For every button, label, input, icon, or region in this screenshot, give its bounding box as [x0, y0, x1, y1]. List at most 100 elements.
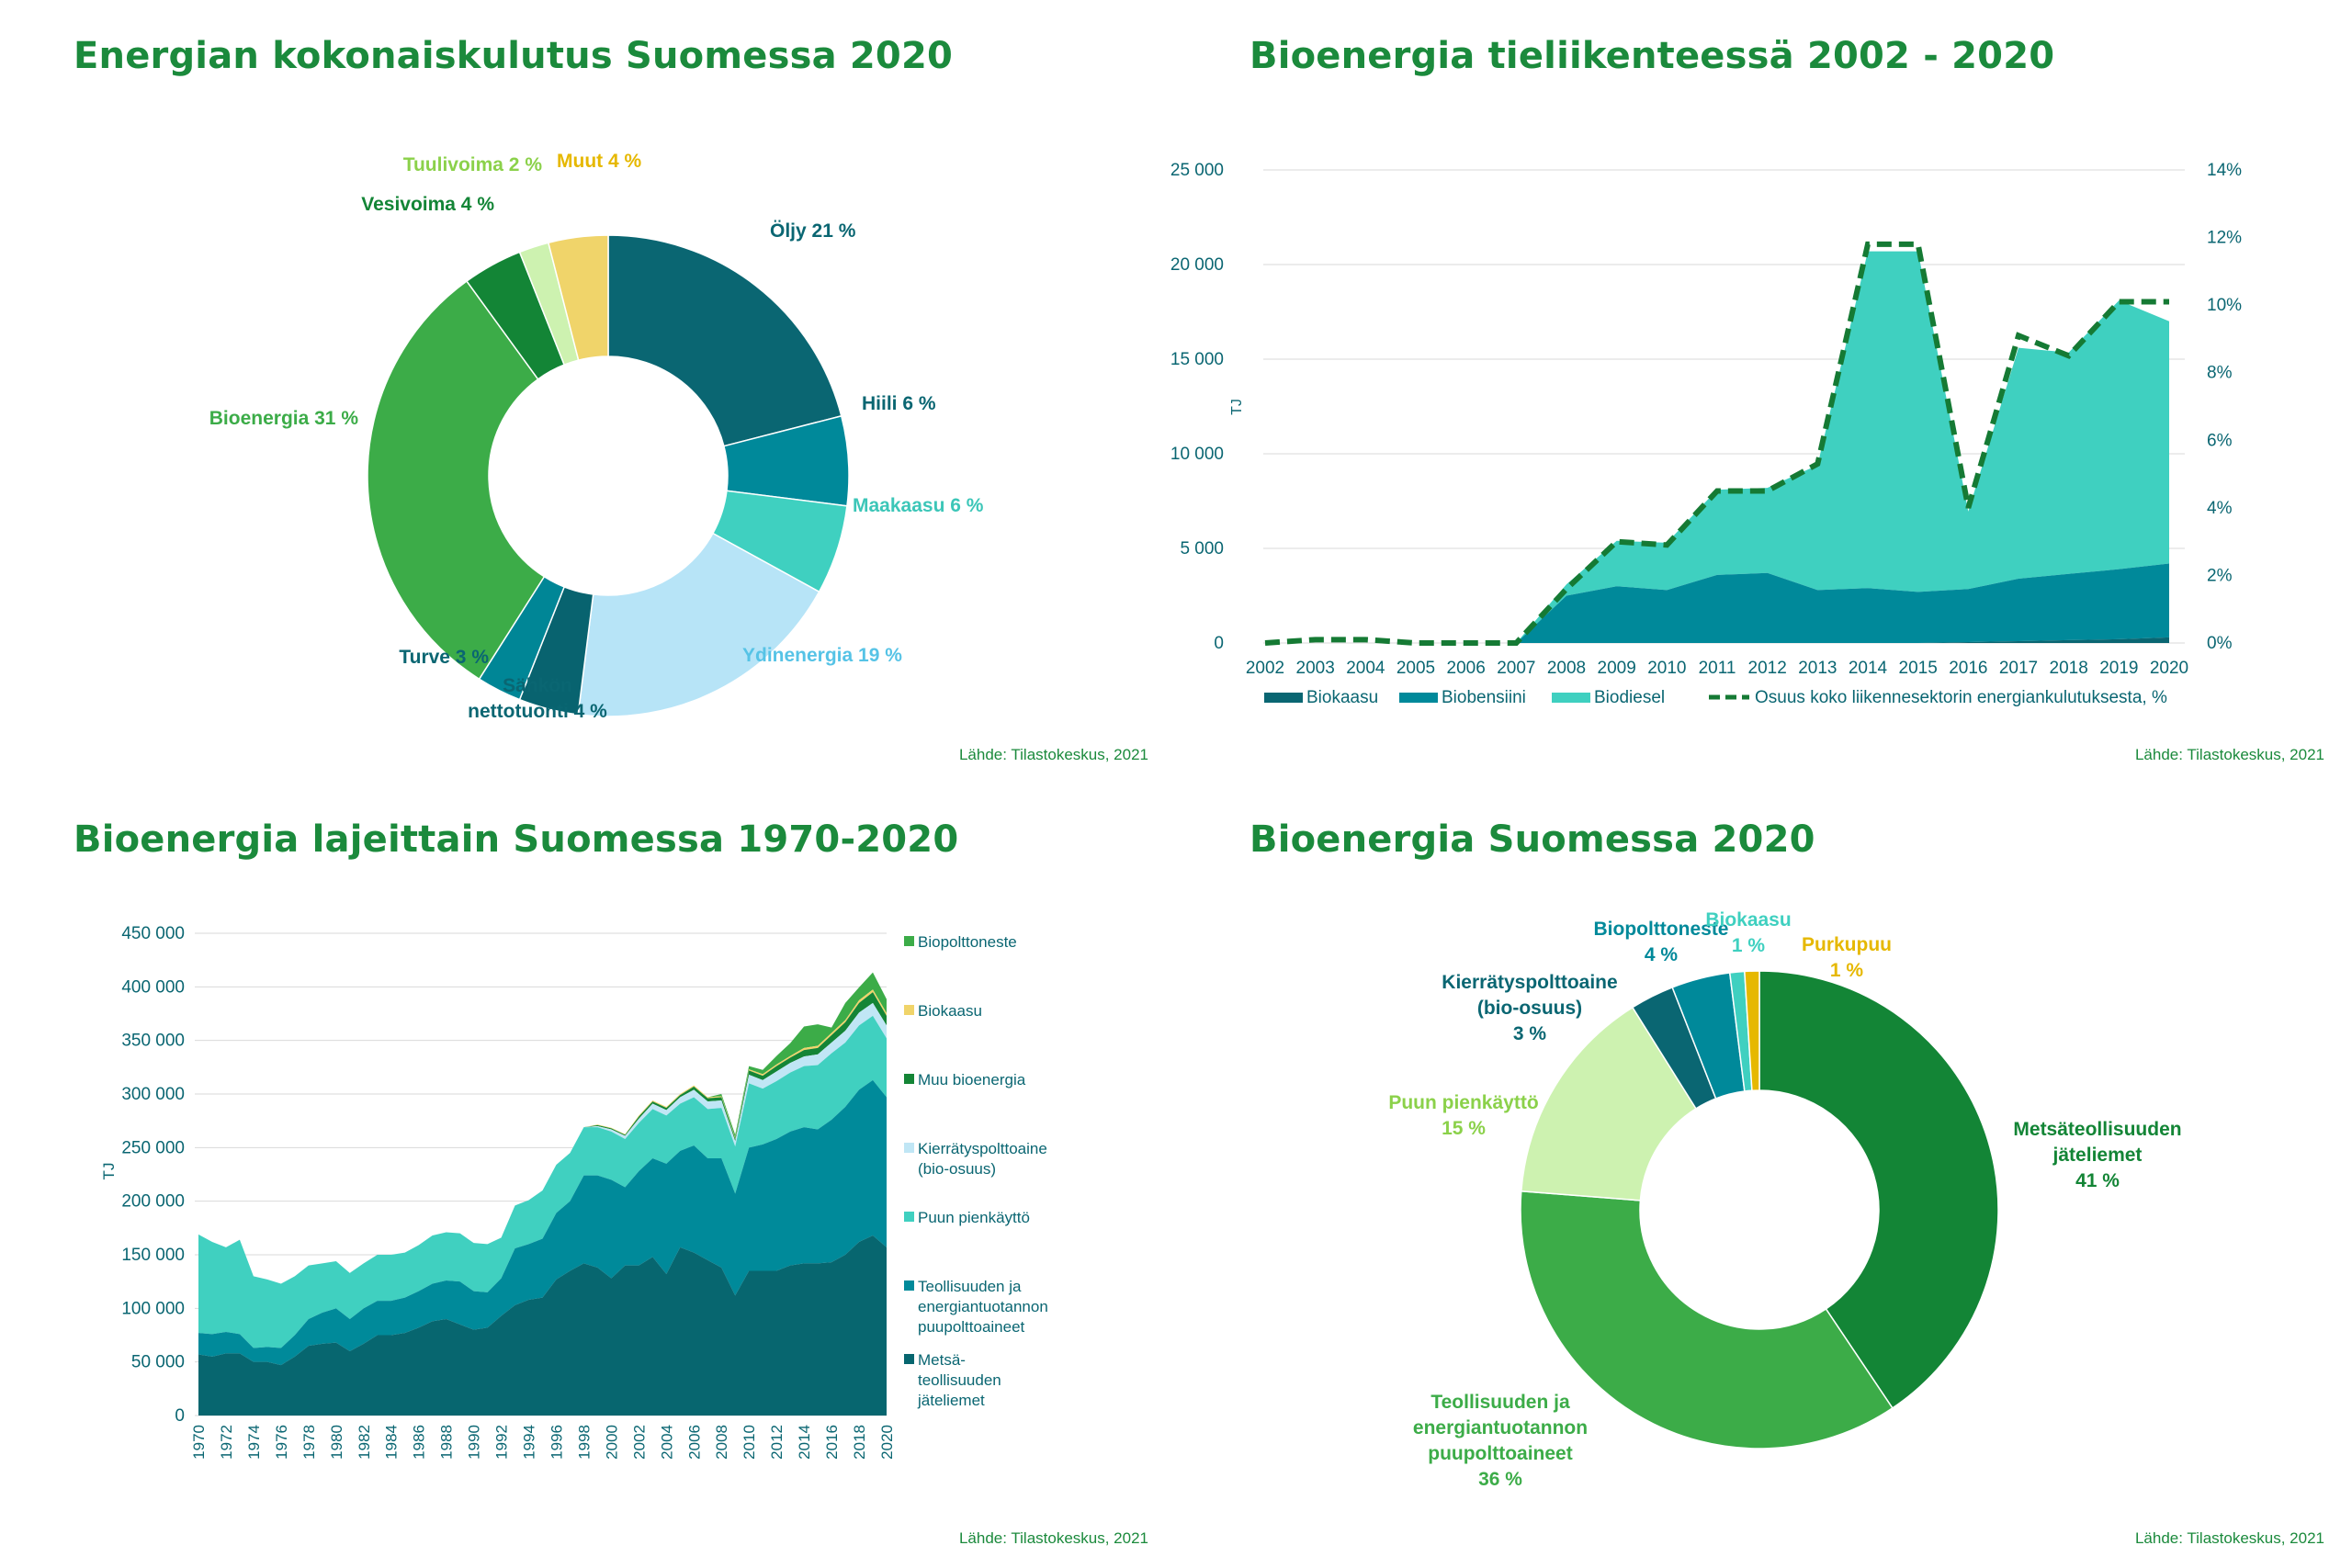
x-tick-label: 2013	[1798, 659, 1837, 678]
x-tick-label: 2020	[2150, 659, 2188, 678]
slice-label: Sähkön nettotuonti 4 %	[468, 675, 607, 722]
x-tick-label: 2020	[878, 1425, 896, 1460]
donut-slice	[1520, 1190, 1894, 1450]
y2-tick-label: 8%	[2207, 364, 2233, 383]
donut-slice	[1758, 970, 1999, 1409]
y2-tick-label: 2%	[2207, 566, 2233, 585]
slice-label: Turve 3 %	[399, 647, 489, 668]
legend-swatch	[904, 1212, 914, 1222]
donut-chart-total-energy: Öljy 21 % Hiili 6 % Maakaasu 6 % Ydinenergi…	[209, 151, 984, 722]
panel-road-transport: Bioenergia tieliikenteessä 2002 - 2020 0…	[1170, 0, 2352, 784]
slice-label: Purkupuu 1 %	[1802, 934, 1892, 981]
y2-tick-label: 10%	[2207, 296, 2242, 315]
y2-tick-label: 12%	[2207, 229, 2242, 248]
legend-swatch	[904, 1143, 914, 1153]
slice-label: Vesivoima 4 %	[361, 194, 494, 215]
x-tick-label: 2008	[1547, 659, 1586, 678]
x-tick-label: 2014	[796, 1425, 813, 1460]
x-tick-label: 2016	[1949, 659, 1987, 678]
slice-label: Puun pienkäyttö 15 %	[1388, 1092, 1538, 1139]
donut-slice	[577, 532, 820, 717]
area-series	[198, 1015, 887, 1348]
x-tick-label: 2012	[1748, 659, 1787, 678]
y-tick-label: 0	[175, 1406, 185, 1426]
x-tick-label: 2015	[1899, 659, 1938, 678]
x-tick-label: 1976	[273, 1425, 290, 1460]
legend-label: Osuus koko liikennesektorin energiankulu…	[1755, 688, 2167, 707]
legend-label: Metsä-teollisuuden jäteliemet	[917, 1351, 1001, 1409]
legend-label: Biopolttoneste	[918, 933, 1017, 951]
y-tick-label: 5 000	[1180, 539, 1224, 558]
y-tick-label: 450 000	[121, 924, 185, 943]
slice-label: Hiili 6 %	[862, 393, 936, 414]
area-chart-road-transport: 0 5 000 10 000 15 000 20 000 25 000 0% 2% 4% 6% 8%…	[1170, 161, 2242, 707]
donut-slice	[1520, 1006, 1697, 1201]
chart-title: Bioenergia lajeittain Suomessa 1970-2020	[74, 818, 959, 861]
slice-label: Bioenergia 31 %	[209, 408, 359, 429]
y-tick-label: 50 000	[131, 1353, 185, 1372]
chart-title: Bioenergia tieliikenteessä 2002 - 2020	[1250, 35, 2055, 77]
legend-swatch	[904, 1005, 914, 1015]
y-tick-label: 400 000	[121, 977, 185, 997]
x-tick-label: 2012	[768, 1425, 786, 1460]
legend-label: Teollisuuden ja energiantuotannon puupoltt…	[918, 1278, 1048, 1336]
y-tick-label: 25 000	[1170, 161, 1224, 180]
y-tick-label: 300 000	[121, 1085, 185, 1104]
donut-slice	[367, 279, 546, 681]
x-tick-label: 2002	[630, 1425, 648, 1460]
x-tick-label: 2010	[741, 1425, 758, 1460]
area-chart-bioenergy-by-type: 0 50 000 100 000 150 000 200 000 250 000 300 0…	[100, 924, 1048, 1460]
x-tick-label: 1974	[245, 1425, 263, 1460]
legend-swatch	[904, 1074, 914, 1084]
x-tick-label: 2000	[603, 1425, 620, 1460]
x-tick-label: 2005	[1396, 659, 1435, 678]
y-tick-label: 15 000	[1170, 350, 1224, 369]
slice-label: Metsäteollisuuden jäteliemet 41 %	[2013, 1119, 2181, 1191]
legend-swatch	[1399, 693, 1438, 703]
x-tick-label: 1972	[218, 1425, 235, 1460]
line-series	[1264, 241, 2169, 646]
panel-bioenergy-by-type: Bioenergia lajeittain Suomessa 1970-2020…	[0, 784, 1176, 1567]
x-tick-label: 2004	[1346, 659, 1385, 678]
y-tick-label: 10 000	[1170, 445, 1224, 464]
y2-tick-label: 6%	[2207, 431, 2233, 450]
x-tick-label: 1978	[300, 1425, 318, 1460]
source-note: Lähde: Tilastokeskus, 2021	[2134, 1529, 2324, 1547]
x-tick-label: 1992	[493, 1425, 511, 1460]
legend-swatch	[904, 1354, 914, 1364]
y-tick-label: 100 000	[121, 1299, 185, 1318]
slice-label: Öljy 21 %	[770, 220, 856, 242]
y-tick-label: 250 000	[121, 1138, 185, 1157]
chart-title: Energian kokonaiskulutus Suomessa 2020	[74, 35, 954, 77]
x-tick-label: 1988	[438, 1425, 456, 1460]
x-tick-label: 2018	[851, 1425, 868, 1460]
y-tick-label: 0	[1214, 634, 1224, 653]
y-tick-label: 150 000	[121, 1246, 185, 1265]
y2-tick-label: 0%	[2207, 634, 2233, 653]
chart-title: Bioenergia Suomessa 2020	[1250, 818, 1815, 861]
x-tick-label: 2008	[713, 1425, 730, 1460]
source-note: Lähde: Tilastokeskus, 2021	[958, 746, 1148, 763]
panel-bioenergy-2020: Bioenergia Suomessa 2020 Metsäteollisuud…	[1176, 784, 2352, 1567]
slice-label: Kierrätyspolttoaine (bio-osuus) 3 %	[1442, 972, 1617, 1044]
legend-swatch	[1552, 693, 1590, 703]
x-tick-label: 2016	[823, 1425, 841, 1460]
slice-label: Ydinenergia 19 %	[742, 645, 902, 666]
y-axis-label: TJ	[100, 1163, 118, 1180]
legend-swatch	[1264, 693, 1303, 703]
x-tick-label: 1980	[328, 1425, 345, 1460]
donut-chart-bioenergy: Metsäteollisuuden jäteliemet 41 % Teollisuu…	[1388, 909, 2181, 1490]
x-tick-label: 2006	[685, 1425, 703, 1460]
area-series	[198, 1079, 887, 1366]
donut-slice	[547, 234, 609, 361]
y-tick-label: 350 000	[121, 1032, 185, 1051]
x-tick-label: 2017	[1999, 659, 2038, 678]
y2-tick-label: 14%	[2207, 161, 2242, 180]
x-tick-label: 2002	[1246, 659, 1284, 678]
x-tick-label: 2006	[1447, 659, 1486, 678]
y-tick-label: 20 000	[1170, 255, 1224, 275]
slice-label: Biokaasu 1 %	[1705, 909, 1791, 956]
legend-label: Biokaasu	[1306, 688, 1378, 707]
legend-label: Kierrätyspolttoaine (bio-osuus)	[918, 1140, 1047, 1178]
x-tick-label: 1996	[548, 1425, 565, 1460]
